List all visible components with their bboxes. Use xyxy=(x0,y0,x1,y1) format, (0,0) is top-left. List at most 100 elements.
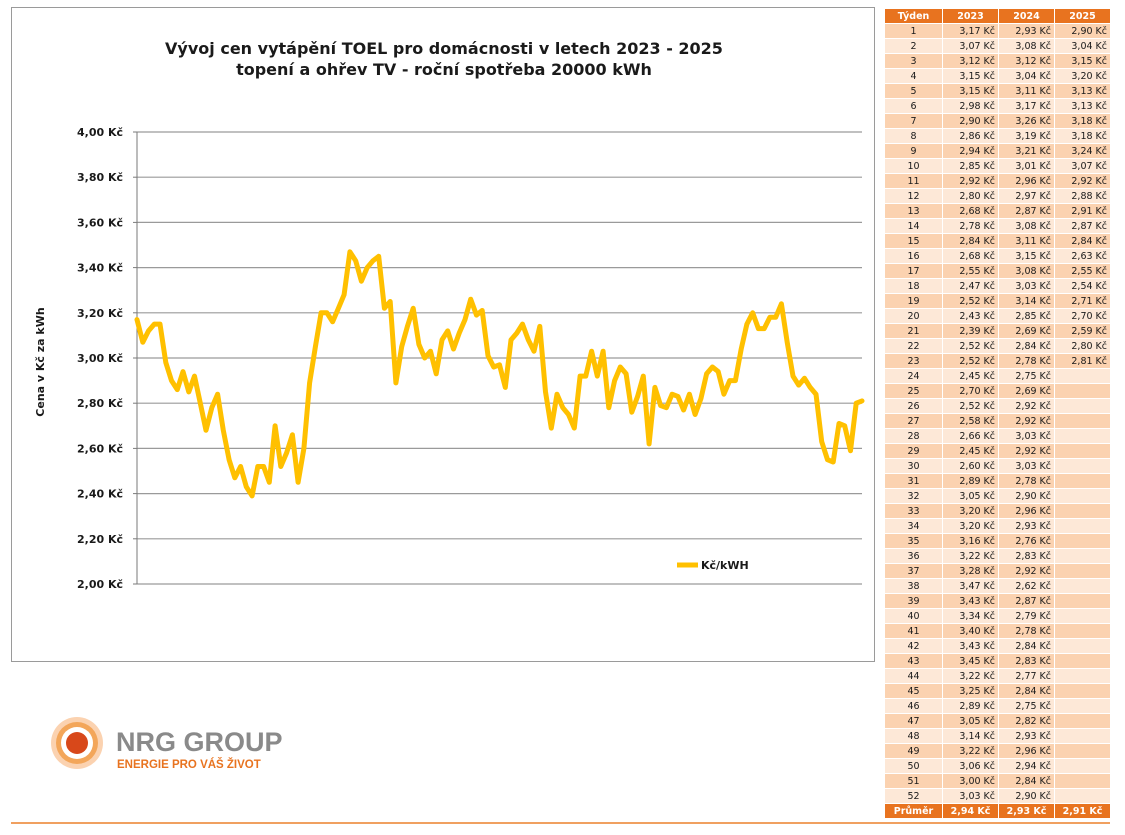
price-2025-cell xyxy=(1054,698,1111,714)
data-point xyxy=(416,342,422,347)
table-row: 28 2,66 Kč 3,03 Kč xyxy=(884,428,1111,444)
price-2025-cell: 2,87 Kč xyxy=(1054,218,1111,234)
price-2024-cell: 2,92 Kč xyxy=(998,443,1055,459)
average-2024: 2,93 Kč xyxy=(998,803,1055,819)
data-point xyxy=(606,405,611,410)
logo-mark: NRG GROUP ENERGIE PRO VÁŠ ŽIVOT xyxy=(51,717,283,771)
price-2023-cell: 2,68 Kč xyxy=(942,203,999,219)
data-point xyxy=(508,337,514,343)
price-2023-cell: 2,60 Kč xyxy=(942,458,999,474)
y-tick-label: 3,80 Kč xyxy=(77,171,123,184)
data-point xyxy=(600,349,606,354)
data-point xyxy=(157,321,163,327)
data-point xyxy=(313,344,318,349)
table-row: 20 2,43 Kč 2,85 Kč 2,70 Kč xyxy=(884,308,1111,324)
week-cell: 44 xyxy=(884,668,943,684)
data-point xyxy=(744,321,750,327)
price-2023-cell: 3,20 Kč xyxy=(942,503,999,519)
price-2023-cell: 3,05 Kč xyxy=(942,488,999,504)
week-cell: 40 xyxy=(884,608,943,624)
table-row: 4 3,15 Kč 3,04 Kč 3,20 Kč xyxy=(884,68,1111,84)
price-2024-cell: 2,75 Kč xyxy=(998,368,1055,384)
table-row: 26 2,52 Kč 2,92 Kč xyxy=(884,398,1111,414)
week-cell: 1 xyxy=(884,23,943,39)
data-point xyxy=(646,441,652,447)
data-point xyxy=(238,464,243,469)
data-point xyxy=(669,392,675,397)
data-point xyxy=(825,457,830,462)
price-2023-cell: 2,45 Kč xyxy=(942,368,999,384)
legend-label: Kč/kWH xyxy=(701,559,749,572)
week-cell: 9 xyxy=(884,143,943,159)
price-2023-cell: 3,40 Kč xyxy=(942,623,999,639)
week-cell: 38 xyxy=(884,578,943,594)
table-row: 23 2,52 Kč 2,78 Kč 2,81 Kč xyxy=(884,353,1111,369)
week-cell: 24 xyxy=(884,368,943,384)
data-point xyxy=(272,423,278,428)
price-2025-cell: 3,04 Kč xyxy=(1054,38,1111,54)
week-cell: 31 xyxy=(884,473,943,489)
price-2025-cell xyxy=(1054,548,1111,564)
table-row: 17 2,55 Kč 3,08 Kč 2,55 Kč xyxy=(884,263,1111,279)
data-point xyxy=(221,428,226,433)
price-2024-cell: 2,87 Kč xyxy=(998,593,1055,609)
price-2024-cell: 2,76 Kč xyxy=(998,533,1055,549)
price-2025-cell xyxy=(1054,533,1111,549)
week-cell: 20 xyxy=(884,308,943,324)
week-cell: 52 xyxy=(884,788,943,804)
week-cell: 27 xyxy=(884,413,943,429)
week-cell: 51 xyxy=(884,773,943,789)
data-point xyxy=(307,380,312,386)
week-cell: 49 xyxy=(884,743,943,759)
price-2025-cell: 2,91 Kč xyxy=(1054,203,1111,219)
data-point xyxy=(134,317,140,322)
price-2024-cell: 2,75 Kč xyxy=(998,698,1055,714)
price-2025-cell: 2,84 Kč xyxy=(1054,233,1111,249)
table-row: 13 2,68 Kč 2,87 Kč 2,91 Kč xyxy=(884,203,1111,219)
price-2025-cell xyxy=(1054,653,1111,669)
price-2025-cell xyxy=(1054,398,1111,414)
table-row: 50 3,06 Kč 2,94 Kč xyxy=(884,758,1111,774)
price-2023-cell: 3,43 Kč xyxy=(942,593,999,609)
price-2025-cell xyxy=(1054,518,1111,534)
price-2025-cell xyxy=(1054,623,1111,639)
table-row: 18 2,47 Kč 3,03 Kč 2,54 Kč xyxy=(884,278,1111,294)
data-point xyxy=(376,254,381,259)
data-point xyxy=(341,292,347,297)
table-row: 14 2,78 Kč 3,08 Kč 2,87 Kč xyxy=(884,218,1111,234)
data-point xyxy=(739,346,744,352)
data-point xyxy=(175,387,180,392)
price-2024-cell: 2,93 Kč xyxy=(998,518,1055,534)
price-2023-cell: 2,70 Kč xyxy=(942,383,999,399)
table-row: 3 3,12 Kč 3,12 Kč 3,15 Kč xyxy=(884,53,1111,69)
price-2023-cell: 3,47 Kč xyxy=(942,578,999,594)
y-axis-ticks: 2,00 Kč 2,20 Kč 2,40 Kč 2,60 Kč 2,80 Kč 3,00 … xyxy=(77,126,123,591)
price-2024-cell: 2,84 Kč xyxy=(998,338,1055,354)
data-point xyxy=(577,373,583,379)
average-2025: 2,91 Kč xyxy=(1054,803,1111,819)
price-2025-cell xyxy=(1054,503,1111,519)
price-2024-cell: 2,83 Kč xyxy=(998,548,1055,564)
data-point xyxy=(428,349,433,354)
data-point xyxy=(859,398,865,404)
week-cell: 47 xyxy=(884,713,943,729)
table-row: 52 3,03 Kč 2,90 Kč xyxy=(884,788,1111,804)
data-point xyxy=(595,373,600,379)
price-2023-cell: 3,22 Kč xyxy=(942,548,999,564)
data-point xyxy=(485,353,491,358)
price-2023-cell: 2,89 Kč xyxy=(942,473,999,489)
price-2024-cell: 2,78 Kč xyxy=(998,353,1055,369)
table-row: 31 2,89 Kč 2,78 Kč xyxy=(884,473,1111,489)
price-2025-cell xyxy=(1054,413,1111,429)
week-cell: 13 xyxy=(884,203,943,219)
price-2024-cell: 3,04 Kč xyxy=(998,68,1055,84)
price-2023-cell: 2,45 Kč xyxy=(942,443,999,459)
data-point xyxy=(393,380,399,386)
week-cell: 4 xyxy=(884,68,943,84)
week-cell: 39 xyxy=(884,593,943,609)
data-point xyxy=(215,392,220,397)
data-point xyxy=(710,364,715,370)
price-2025-cell xyxy=(1054,668,1111,684)
week-cell: 2 xyxy=(884,38,943,54)
data-point xyxy=(520,321,525,327)
